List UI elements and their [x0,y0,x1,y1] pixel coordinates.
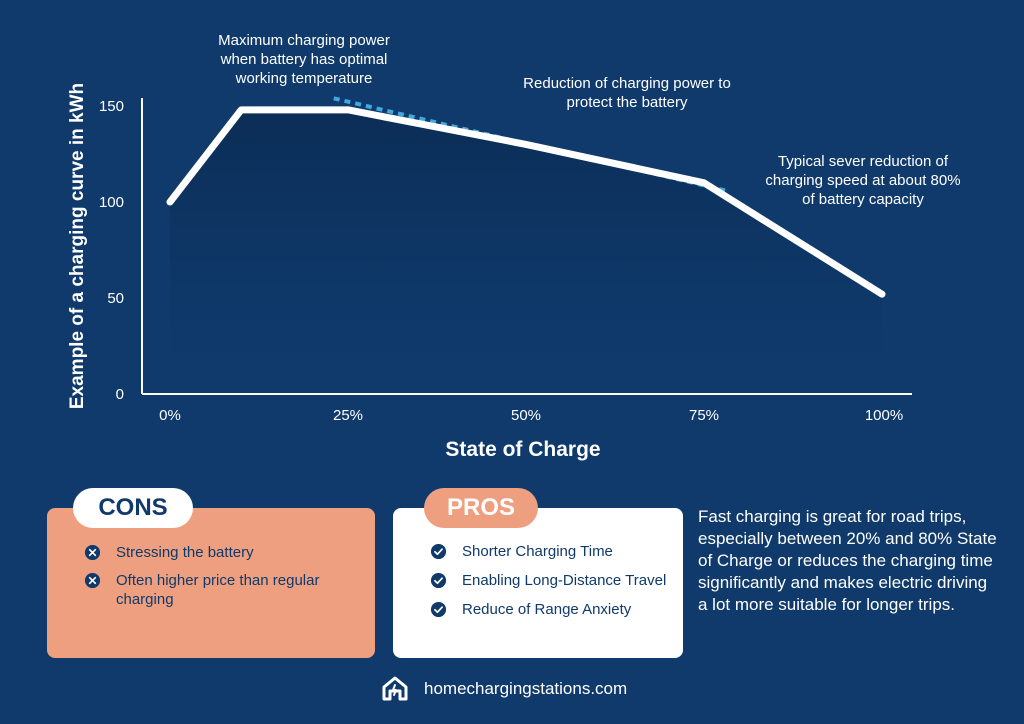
check-circle-icon [430,572,447,589]
annotation-max-power: Maximum charging power when battery has … [218,32,390,87]
pros-item-label: Reduce of Range Anxiety [462,601,632,618]
x-axis-label: State of Charge [445,438,601,461]
x-tick-label: 25% [333,407,363,424]
x-tick-label: 0% [159,407,181,424]
pros-item-label: Shorter Charging Time [462,543,613,560]
y-tick-label: 150 [99,98,124,115]
cons-item-label: Stressing the battery [116,544,254,561]
annotation-severe-reduction: Typical sever reduction of charging spee… [765,153,961,208]
cons-list: Stressing the battery Often higher price… [84,543,364,618]
brand[interactable]: homechargingstations.com [380,674,627,704]
y-axis-label: Example of a charging curve in kWh [67,82,88,410]
pros-item: Shorter Charging Time [430,542,680,561]
pros-item: Enabling Long-Distance Travel [430,571,680,590]
x-tick-label: 75% [689,407,719,424]
charging-curve-line [166,106,886,298]
y-tick-label: 0 [116,386,124,403]
cons-item: Often higher price than regular charging [84,571,364,609]
cons-card [47,508,375,658]
curve-area [170,109,882,394]
pros-title: PROS [424,488,538,528]
x-tick-label: 100% [865,407,903,424]
x-circle-icon [84,544,101,561]
pros-item-label: Enabling Long-Distance Travel [462,572,667,589]
cons-item-label: Often higher price than regular charging [116,572,320,608]
annotation-reduction: Reduction of charging power to protect t… [523,75,731,111]
check-circle-icon [430,543,447,560]
x-circle-icon [84,572,101,589]
summary-text: Fast charging is great for road trips, e… [698,507,997,614]
brand-name[interactable]: homechargingstations.com [424,679,628,698]
pros-list: Shorter Charging Time Enabling Long-Dist… [430,542,680,629]
house-logo-icon [382,676,408,701]
y-tick-label: 100 [99,194,124,211]
check-circle-icon [430,601,447,618]
x-tick-label: 50% [511,407,541,424]
y-tick-label: 50 [107,290,124,307]
cons-title: CONS [73,488,193,528]
cons-item: Stressing the battery [84,543,364,562]
pros-item: Reduce of Range Anxiety [430,600,680,619]
